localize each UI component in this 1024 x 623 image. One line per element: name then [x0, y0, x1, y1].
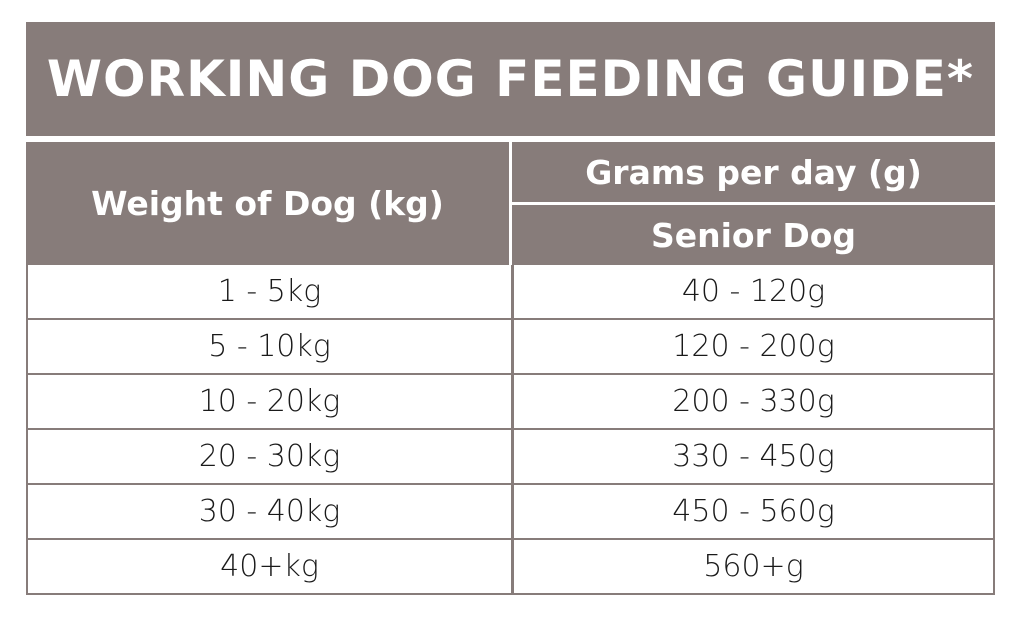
table-row: 30 - 40kg 450 - 560g	[26, 485, 995, 540]
weight-cell: 5 - 10kg	[28, 320, 514, 373]
table-row: 40+kg 560+g	[26, 540, 995, 595]
table-body: 1 - 5kg 40 - 120g 5 - 10kg 120 - 200g 10…	[26, 265, 995, 595]
weight-cell: 1 - 5kg	[28, 265, 514, 318]
header-grams-per-day: Grams per day (g)	[512, 142, 995, 202]
weight-cell: 10 - 20kg	[28, 375, 514, 428]
table-row: 5 - 10kg 120 - 200g	[26, 320, 995, 375]
grams-cell: 450 - 560g	[672, 494, 835, 529]
weight-cell: 20 - 30kg	[28, 430, 514, 483]
grams-cell: 120 - 200g	[672, 329, 835, 364]
table-row: 1 - 5kg 40 - 120g	[26, 265, 995, 320]
header-senior-dog: Senior Dog	[512, 205, 995, 265]
weight-cell: 40+kg	[28, 540, 514, 593]
table-title: WORKING DOG FEEDING GUIDE*	[26, 22, 995, 136]
grams-cell: 330 - 450g	[672, 439, 835, 474]
grams-cell: 40 - 120g	[681, 274, 826, 309]
table-row: 20 - 30kg 330 - 450g	[26, 430, 995, 485]
grams-cell: 200 - 330g	[672, 384, 835, 419]
table-row: 10 - 20kg 200 - 330g	[26, 375, 995, 430]
weight-cell: 30 - 40kg	[28, 485, 514, 538]
grams-cell: 560+g	[703, 549, 804, 584]
header-weight: Weight of Dog (kg)	[26, 142, 509, 265]
